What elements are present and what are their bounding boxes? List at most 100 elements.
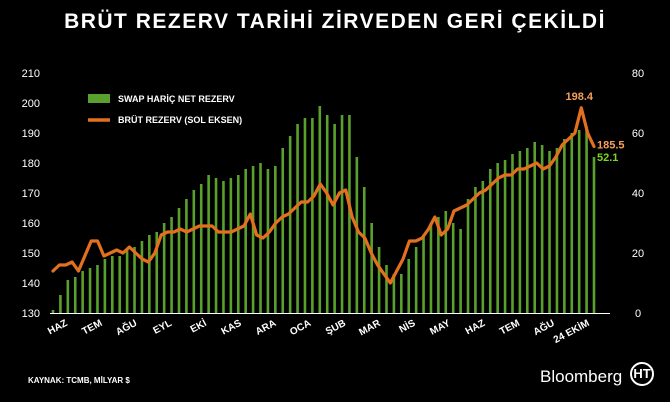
bar [348, 115, 351, 313]
x-axis-tick: TEM [80, 318, 104, 338]
bar [274, 166, 277, 313]
bar [400, 274, 403, 313]
x-axis-tick: KAS [220, 318, 244, 338]
x-axis-tick: EYL [151, 318, 173, 337]
bar [222, 181, 225, 313]
bar [51, 310, 55, 313]
bar [444, 211, 448, 313]
x-axis-tick: TEM [498, 318, 522, 338]
x-axis-tick: OCA [288, 318, 313, 338]
x-axis-tick: HAZ [464, 318, 487, 337]
bar [496, 163, 499, 313]
right-axis-tick: 20 [632, 248, 644, 260]
bar [133, 247, 136, 313]
right-axis-tick: 40 [632, 188, 644, 200]
bar [185, 199, 188, 313]
last-value-label-line: 185.5 [597, 140, 625, 152]
bar [385, 265, 388, 313]
legend-swatch-bar [88, 94, 110, 103]
bar [162, 223, 166, 313]
bar [437, 217, 440, 313]
bar [570, 133, 574, 313]
left-axis-tick: 150 [22, 248, 40, 260]
left-axis-tick: 180 [22, 158, 40, 170]
left-axis-tick: 170 [22, 188, 40, 200]
brand-logo-text: Bloomberg [540, 367, 623, 386]
bar [481, 181, 485, 313]
x-axis-tick: EKİ [188, 316, 209, 335]
bar [244, 169, 247, 313]
right-axis-tick: 80 [632, 68, 644, 80]
x-axis-tick: MAR [357, 318, 383, 339]
left-axis-tick: 160 [22, 218, 40, 230]
bar [503, 160, 507, 313]
bar [170, 217, 173, 313]
bar [362, 187, 366, 313]
bar [377, 247, 381, 313]
bar [563, 139, 566, 313]
bar [429, 223, 433, 313]
bar [311, 118, 314, 313]
chart-title: BRÜT REZERV TARİHİ ZİRVEDEN GERİ ÇEKİLDİ [64, 10, 606, 33]
bar [148, 235, 151, 313]
x-axis-tick: NİS [397, 316, 418, 335]
bar [266, 169, 270, 313]
x-axis-tick: ŞUB [324, 318, 348, 338]
bar [577, 130, 581, 313]
left-axis-tick: 200 [22, 98, 40, 110]
bar [533, 142, 537, 313]
bar [592, 157, 596, 313]
left-axis-tick: 210 [22, 68, 40, 80]
last-value-label-bar: 52.1 [597, 152, 618, 164]
right-axis-tick: 60 [632, 128, 644, 140]
x-axis-tick: AĞU [113, 316, 139, 338]
bar [333, 124, 336, 313]
bar [118, 256, 121, 313]
bar [110, 256, 114, 313]
bar [466, 199, 470, 313]
left-axis-tick: 140 [22, 278, 40, 290]
bar [474, 187, 477, 313]
bar [325, 115, 329, 313]
left-axis-tick: 190 [22, 128, 40, 140]
x-axis-tick: 24 EKİM [551, 316, 591, 346]
bar [451, 223, 455, 313]
bar [540, 145, 544, 313]
bar [81, 271, 84, 313]
bar [303, 118, 307, 313]
bar [422, 235, 425, 313]
right-axis-tick: 0 [635, 308, 641, 320]
bar [207, 175, 210, 313]
bar [288, 136, 292, 313]
x-axis-tick: MAY [428, 318, 452, 338]
bar [511, 154, 514, 313]
bar [59, 295, 62, 313]
series-line-brut-rezerv [51, 106, 596, 285]
bar [88, 268, 92, 313]
left-axis-tick: 130 [22, 308, 40, 320]
bar [518, 151, 522, 313]
bar [407, 259, 411, 313]
bar [251, 166, 255, 313]
source-note: KAYNAK: TCMB, MİLYAR $ [28, 376, 130, 385]
bar [548, 151, 551, 313]
bar [585, 127, 588, 313]
bar [340, 115, 344, 313]
bar [199, 184, 203, 313]
x-axis-tick: ARA [254, 318, 278, 338]
bar [192, 190, 196, 313]
bar [296, 124, 299, 313]
bar [281, 148, 285, 313]
x-axis-tick: HAZ [46, 318, 69, 337]
legend-label-bar: SWAP HARİÇ NET REZERV [118, 94, 235, 104]
bar [355, 157, 359, 313]
peak-value-label: 198.4 [566, 91, 594, 103]
bar [318, 106, 322, 313]
bar [555, 148, 559, 313]
bar [459, 229, 462, 313]
bar [229, 178, 233, 313]
bar [370, 223, 373, 313]
bar [155, 232, 159, 313]
bar [488, 169, 492, 313]
